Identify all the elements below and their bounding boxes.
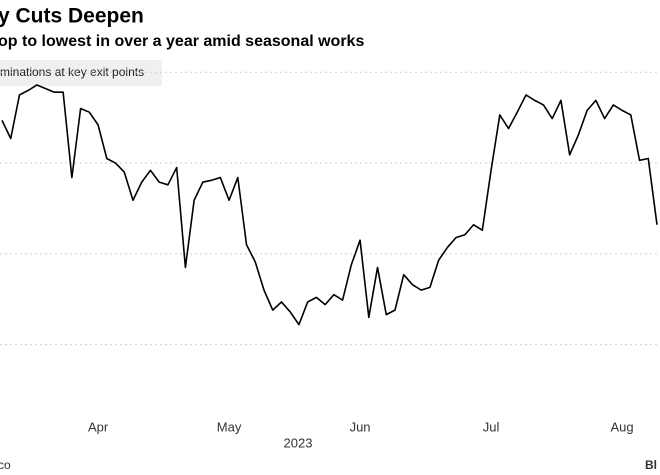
line [1, 84, 658, 326]
source: co [0, 458, 11, 472]
x-tick-label: Jun [350, 419, 371, 434]
chart-subtitle: op to lowest in over a year amid seasona… [0, 33, 364, 50]
brand: Bl [645, 458, 657, 472]
x-tick-label: May [217, 419, 242, 434]
annotation-box [0, 60, 162, 86]
x-axis-label: 2023 [284, 435, 313, 450]
annotation: minations at key exit points [0, 65, 144, 79]
x-tick-label: Jul [483, 419, 500, 434]
x-tick-label: Aug [610, 419, 633, 434]
x-tick-label: Apr [88, 419, 109, 434]
chart-title: y Cuts Deepen [0, 5, 144, 28]
